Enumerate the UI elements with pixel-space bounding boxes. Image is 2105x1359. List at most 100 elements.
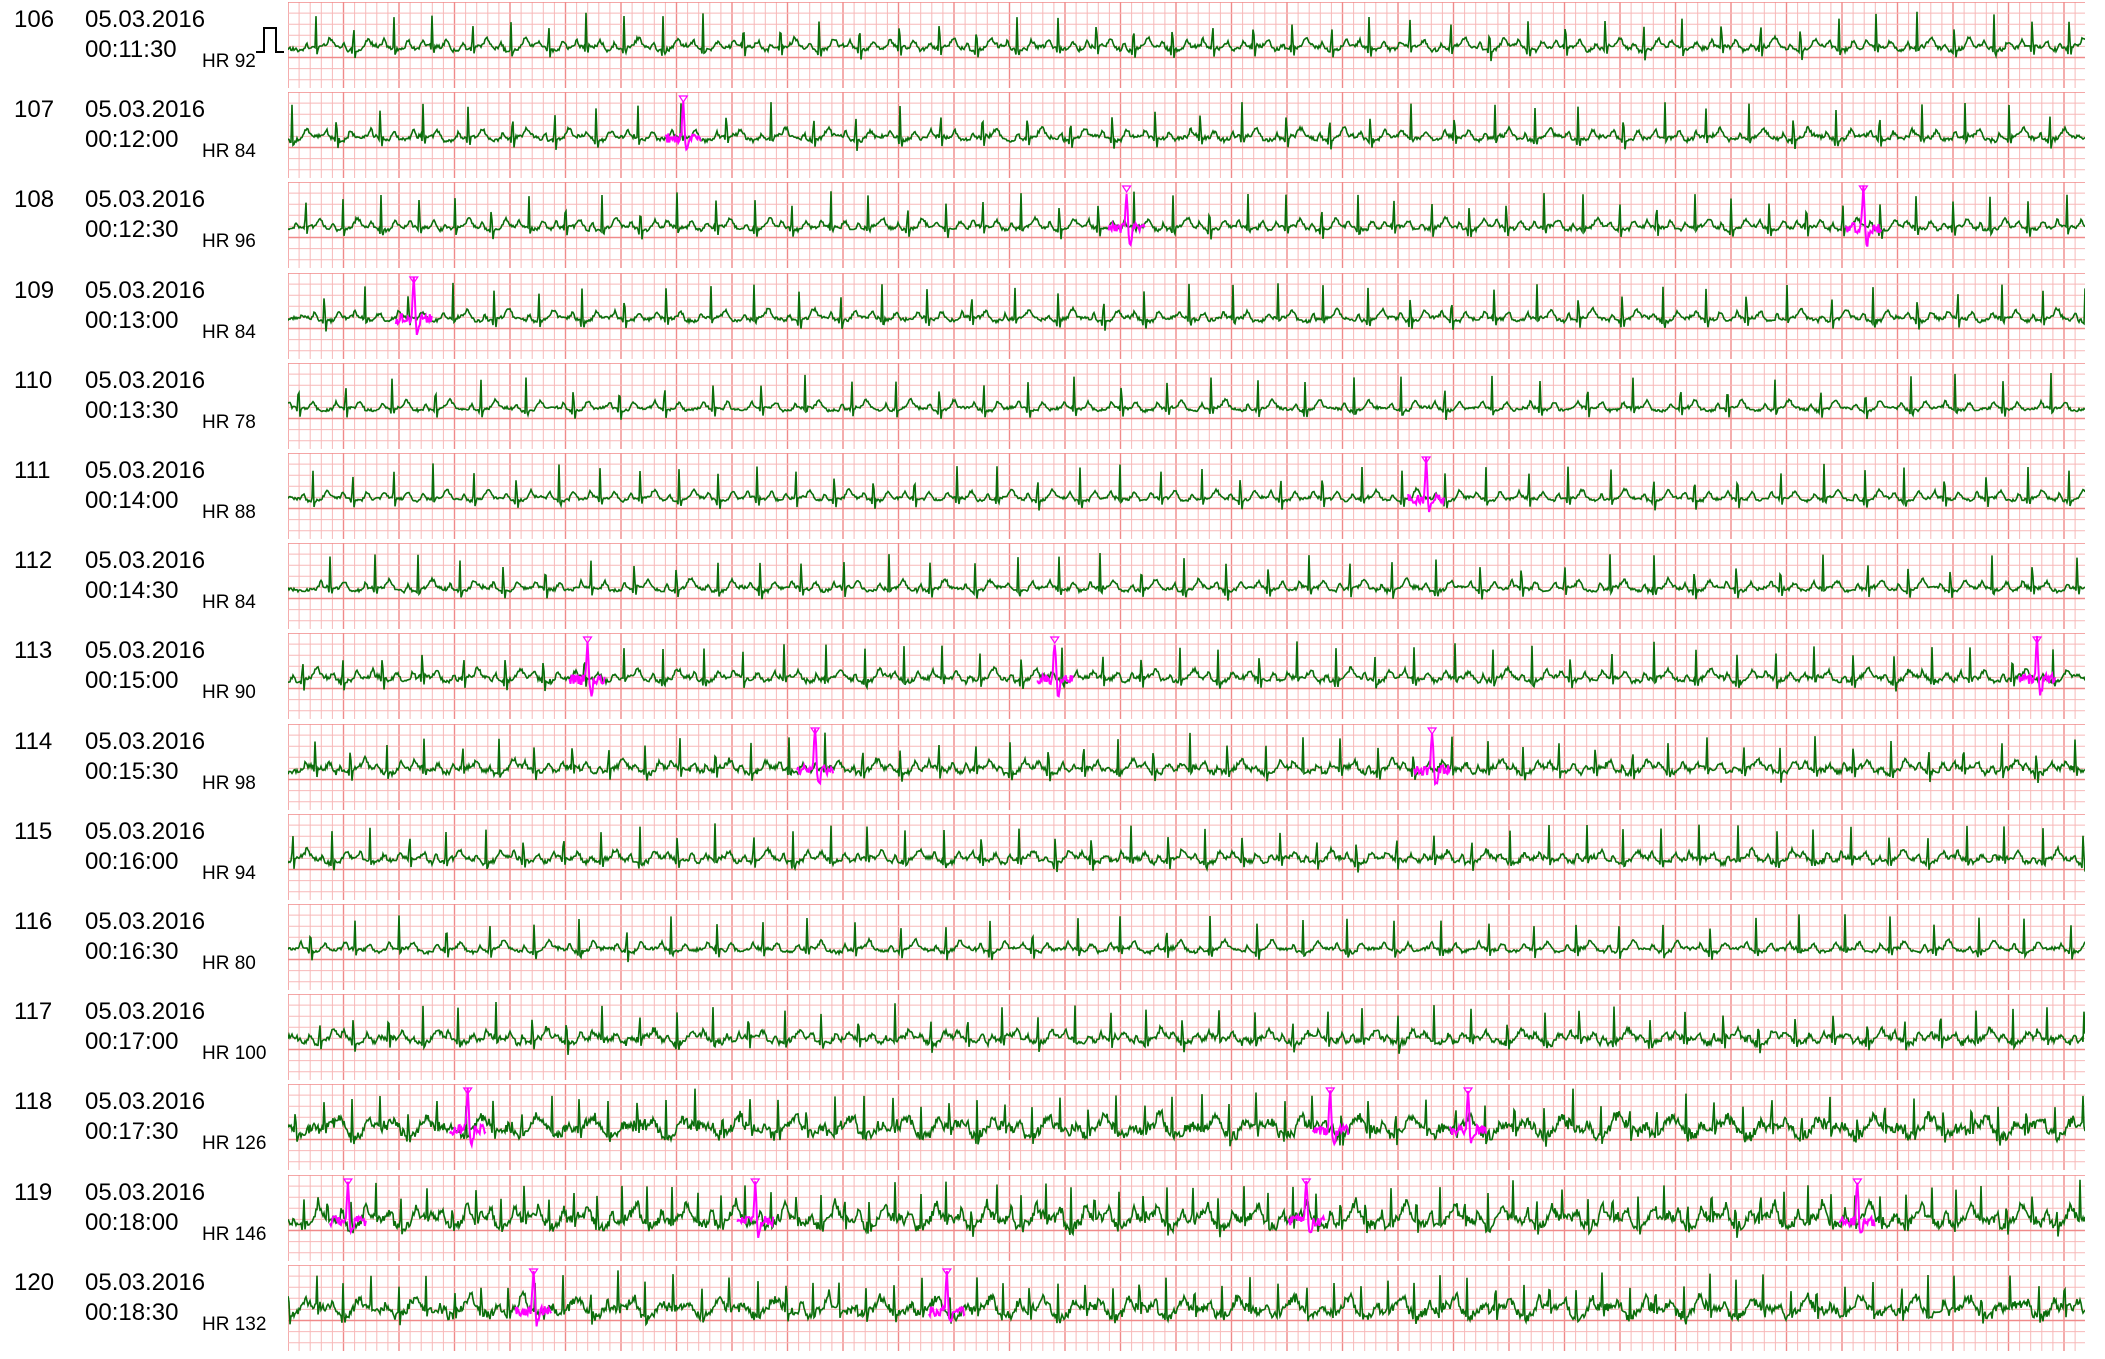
heart-rate-label: HR 84	[202, 141, 256, 163]
strip-label: 110 05.03.2016 00:13:30 HR 78	[0, 367, 290, 457]
marked-beat	[664, 95, 702, 152]
strip-time: 00:16:00	[85, 847, 179, 875]
marked-beat	[1838, 1177, 1876, 1234]
ecg-trace	[288, 1179, 2085, 1238]
marked-beat-trace	[1413, 732, 1452, 786]
strip-index: 113	[14, 637, 53, 665]
ecg-strip	[288, 453, 2085, 539]
strip-time: 00:18:00	[85, 1208, 179, 1236]
ecg-trace	[288, 191, 2085, 240]
ecg-strip	[288, 1084, 2085, 1171]
marked-beat-trace	[1838, 1182, 1876, 1234]
strip-time: 00:14:00	[85, 487, 179, 514]
strip-time: 00:16:30	[85, 938, 179, 965]
marked-beat-flag	[678, 95, 689, 104]
marked-beat-flag	[1426, 726, 1438, 735]
strip-label: 113 05.03.2016 00:15:00 HR 90	[0, 637, 290, 727]
strip-index: 114	[14, 727, 53, 755]
strip-time: 00:12:30	[85, 216, 179, 244]
ecg-grid	[288, 994, 2085, 1081]
ecg-grid	[288, 813, 2085, 900]
heart-rate-label: HR 100	[202, 1043, 267, 1065]
strip-date: 05.03.2016	[85, 637, 206, 665]
marked-beat	[1844, 185, 1883, 248]
strip-time: 00:14:30	[85, 577, 179, 605]
strip-date: 05.03.2016	[85, 1268, 206, 1296]
marked-beat	[1407, 456, 1446, 513]
strip-label: 112 05.03.2016 00:14:30 HR 84	[0, 547, 290, 637]
ecg-trace	[288, 282, 2085, 332]
strip-index: 106	[14, 6, 55, 33]
strip-date: 05.03.2016	[85, 817, 206, 845]
marked-beat-flag	[408, 275, 419, 284]
marked-beat	[1413, 726, 1452, 786]
marked-beat-trace	[1407, 456, 1446, 513]
ecg-grid	[288, 92, 2085, 179]
ecg-grid	[288, 362, 2085, 449]
strip-time: 00:15:00	[85, 667, 179, 695]
strip-time: 00:12:00	[85, 126, 179, 154]
marked-beat-flag	[1325, 1087, 1336, 1096]
strip-label: 120 05.03.2016 00:18:30 HR 132	[0, 1269, 290, 1359]
marked-beat	[328, 1177, 367, 1235]
ecg-trace	[288, 823, 2085, 873]
marked-beat	[514, 1268, 552, 1327]
marked-beat-flag	[2031, 636, 2043, 645]
heart-rate-label: HR 94	[202, 862, 256, 884]
ecg-strip	[288, 904, 2085, 990]
strip-time: 00:17:30	[85, 1118, 179, 1146]
marked-beat	[448, 1087, 487, 1150]
strip-time: 00:13:00	[85, 306, 179, 334]
strip-index: 116	[14, 908, 53, 935]
ecg-grid	[288, 2, 2085, 88]
ecg-grid	[288, 453, 2085, 539]
ecg-grid	[288, 1174, 2085, 1261]
strip-time: 00:18:30	[85, 1298, 179, 1326]
marked-beat-flag	[941, 1268, 953, 1276]
ecg-grid	[288, 182, 2085, 269]
heart-rate-label: HR 146	[202, 1223, 267, 1245]
marked-beat-trace	[328, 1181, 367, 1235]
heart-rate-label: HR 96	[202, 231, 256, 253]
strip-index: 108	[14, 186, 55, 214]
heart-rate-label: HR 80	[202, 953, 256, 974]
ecg-strip	[288, 182, 2085, 269]
strip-date: 05.03.2016	[85, 998, 206, 1026]
marked-beat-flag	[462, 1087, 473, 1096]
marked-beat-flag	[1852, 1177, 1863, 1186]
ecg-strip	[288, 543, 2085, 630]
strip-date: 05.03.2016	[85, 276, 206, 304]
marked-beat-trace	[1107, 194, 1146, 248]
marked-beat	[1036, 636, 1074, 699]
strip-date: 05.03.2016	[85, 457, 206, 484]
strip-index: 119	[14, 1178, 53, 1206]
strip-index: 115	[14, 817, 53, 845]
ecg-trace	[288, 1270, 2085, 1327]
strip-time: 00:17:00	[85, 1028, 179, 1056]
marked-beat	[1287, 1177, 1326, 1234]
marked-beat	[2018, 636, 2057, 696]
heart-rate-label: HR 98	[202, 772, 256, 794]
marked-beat	[736, 1177, 775, 1238]
strip-label: 108 05.03.2016 00:12:30 HR 96	[0, 186, 290, 276]
strip-index: 120	[14, 1268, 55, 1296]
marked-beat	[1107, 185, 1146, 248]
strip-index: 109	[14, 276, 55, 304]
marked-beat	[928, 1268, 966, 1323]
strip-time: 00:13:30	[85, 396, 179, 424]
ecg-trace	[288, 1088, 2085, 1148]
strip-index: 107	[14, 96, 55, 124]
strip-date: 05.03.2016	[85, 727, 206, 755]
marked-beat-trace	[2018, 636, 2057, 696]
marked-beat-flag	[1301, 1177, 1312, 1186]
ecg-strip	[288, 1174, 2085, 1261]
marked-beat	[394, 275, 433, 335]
marked-beat-trace	[1449, 1091, 1487, 1144]
marked-beat-flag	[750, 1177, 761, 1186]
strip-label: 119 05.03.2016 00:18:00 HR 146	[0, 1179, 290, 1269]
strip-time: 00:15:30	[85, 757, 179, 785]
strip-date: 05.03.2016	[85, 6, 206, 33]
strip-index: 112	[14, 547, 53, 575]
strip-label: 106 05.03.2016 00:11:30 HR 92	[0, 6, 290, 96]
strip-date: 05.03.2016	[85, 366, 206, 394]
